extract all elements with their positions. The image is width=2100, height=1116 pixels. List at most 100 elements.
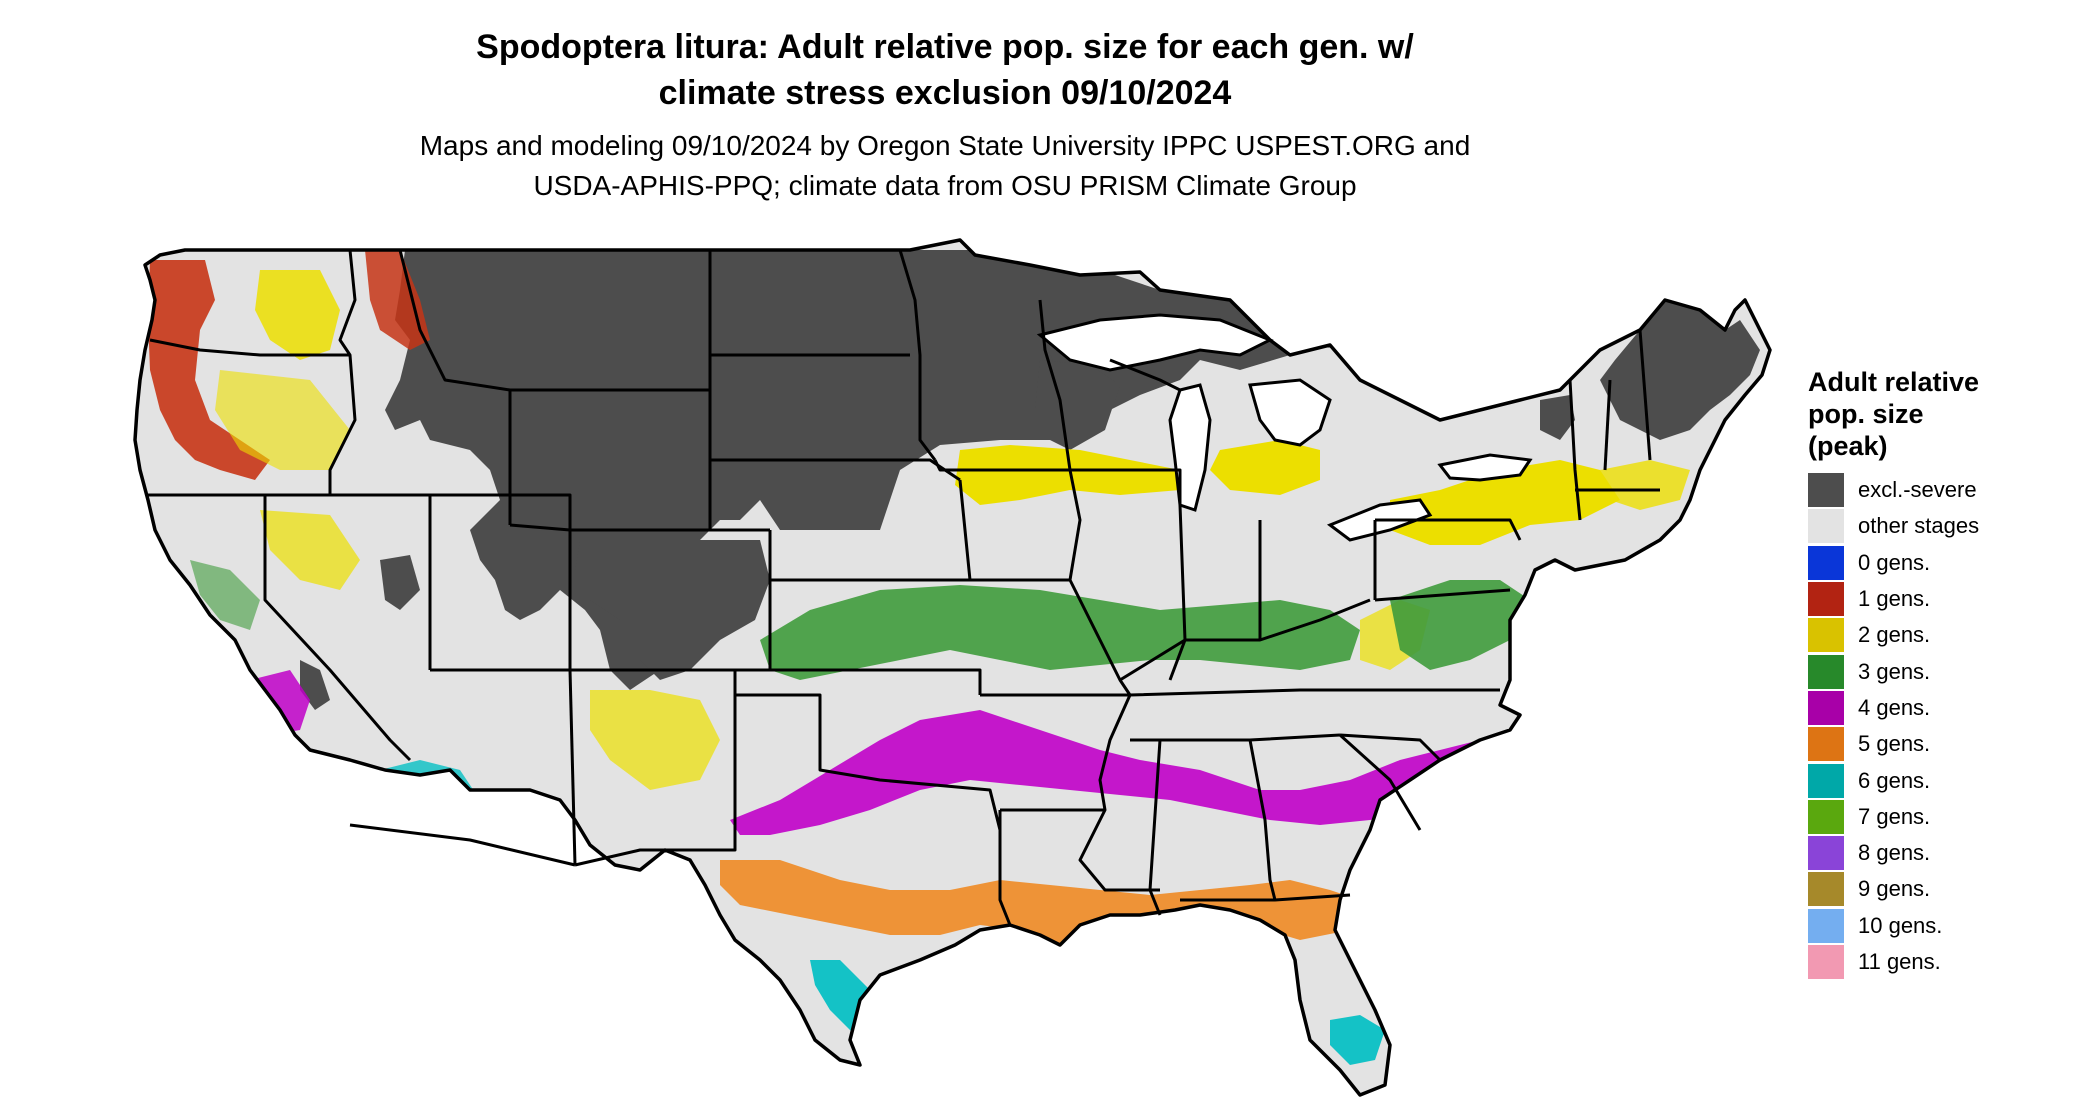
map-title: Spodoptera litura: Adult relative pop. s… [0, 24, 1890, 116]
border-mn-wi [1038, 299, 1072, 471]
legend-item: 0 gens. [1808, 545, 2068, 581]
legend-swatch [1808, 727, 1844, 762]
legend-item: 4 gens. [1808, 690, 2068, 726]
zone-5-gens-west-texas [470, 830, 530, 860]
border-ok-tx [735, 693, 1002, 831]
legend-label: 10 gens. [1858, 912, 1943, 938]
border-wa-or [149, 338, 350, 357]
map-subtitle-line-1: Maps and modeling 09/10/2024 by Oregon S… [419, 130, 1471, 161]
border-az-nm [568, 669, 577, 866]
border-ut-north [430, 493, 572, 530]
zone-excl-severe-northern-plains [385, 250, 1090, 690]
border-ny-new-england [1568, 379, 1582, 521]
legend-item: 9 gens. [1808, 871, 2068, 907]
border-ga-sc [1338, 733, 1422, 831]
legend-label: excl.-severe [1858, 477, 1977, 503]
zone-3-gens-central-band [760, 585, 1360, 680]
border-mo-il [1068, 469, 1132, 696]
legend-swatch [1808, 763, 1844, 798]
border-mn-ia [933, 459, 1070, 472]
legend-item: 10 gens. [1808, 908, 2068, 944]
legend-label: 4 gens. [1858, 694, 1931, 720]
legend-label: 8 gens. [1858, 840, 1931, 866]
zone-2-gens-four-corners [590, 690, 720, 790]
legend-swatch [1808, 690, 1844, 725]
legend-label: 1 gens. [1858, 586, 1931, 612]
legend-swatch [1808, 836, 1844, 871]
state-borders [148, 249, 1660, 926]
legend: Adult relative pop. size (peak) excl.-se… [1808, 366, 2068, 980]
legend-swatch [1808, 509, 1844, 544]
border-az-south [349, 823, 576, 867]
legend-swatch [1808, 799, 1844, 834]
zone-excl-severe-colorado [575, 540, 770, 680]
legend-swatch [1808, 945, 1844, 979]
legend-item: other stages [1808, 508, 2068, 544]
border-nc-sc [1339, 733, 1442, 762]
legend-item: excl.-severe [1808, 472, 2068, 508]
border-ms-al [1148, 739, 1162, 916]
zone-3-gens-mid-atlantic [1390, 580, 1530, 670]
border-ohio-river [1119, 598, 1371, 682]
legend-label: 2 gens. [1858, 622, 1931, 648]
map-title-line-1: Spodoptera litura: Adult relative pop. s… [476, 28, 1414, 66]
legend-item: 6 gens. [1808, 762, 2068, 798]
zone-2-gens-oregon-interior [215, 370, 350, 470]
map-subtitle: Maps and modeling 09/10/2024 by Oregon S… [0, 126, 1890, 206]
zone-3-gens-california-valley [190, 560, 260, 630]
legend-item: 2 gens. [1808, 617, 2068, 653]
border-id-west [328, 249, 357, 495]
legend-item: 11 gens. [1808, 944, 2068, 980]
legend-swatch [1808, 473, 1844, 508]
legend-title: Adult relative pop. size (peak) [1808, 366, 2068, 462]
lake-ontario [1437, 453, 1533, 482]
legend-label: 5 gens. [1858, 731, 1931, 757]
border-mississippi-river [1078, 694, 1160, 892]
border-ca-nv [263, 495, 412, 762]
zone-2-gens-nevada [260, 510, 360, 590]
legend-item: 8 gens. [1808, 835, 2068, 871]
border-tx-la [998, 810, 1012, 926]
zone-2-gens-michigan [1210, 440, 1320, 495]
legend-label: 0 gens. [1858, 549, 1931, 575]
legend-label: 3 gens. [1858, 658, 1931, 684]
border-pa-south [1374, 588, 1511, 602]
lake-huron [1248, 378, 1332, 447]
legend-title-line-2: pop. size [1808, 399, 1924, 429]
map-subtitle-line-2: USDA-APHIS-PPQ; climate data from OSU PR… [533, 170, 1357, 201]
border-dakotas-mn [898, 249, 937, 461]
zone-1-gen-northern-rockies [365, 250, 430, 350]
legend-title-line-3: (peak) [1808, 431, 1888, 461]
legend-items: excl.-severe other stages 0 gens. 1 gens… [1808, 472, 2068, 980]
zone-4-gens-southern-band [730, 710, 1500, 835]
legend-swatch [1808, 908, 1844, 943]
zone-2-gens-new-england-coast [1600, 460, 1690, 510]
zone-2-gens-new-york [1390, 460, 1620, 545]
border-ga-fl [1180, 893, 1351, 902]
legend-swatch [1808, 618, 1844, 653]
zone-2-gens-inland-northwest [255, 270, 340, 360]
border-vt-nh [1603, 379, 1612, 471]
legend-swatch [1808, 582, 1844, 617]
border-sd-ne [710, 458, 961, 482]
legend-label: 11 gens. [1858, 949, 1941, 974]
zone-excl-severe-adirondacks [1540, 395, 1575, 440]
border-pa-ny [1375, 518, 1522, 541]
zone-5-gens-gulf-coast [720, 860, 1360, 945]
border-nh-me [1638, 329, 1652, 461]
border-ia-mo [958, 479, 1070, 582]
border-ks-ok [735, 668, 982, 695]
lake-superior [1036, 313, 1274, 372]
border-wi-mi [1109, 358, 1181, 392]
legend-label: 9 gens. [1858, 876, 1931, 902]
legend-label: other stages [1858, 513, 1980, 539]
zone-6-gens-south-florida [1330, 1015, 1385, 1065]
legend-swatch [1808, 545, 1844, 580]
zone-2-gens-upper-midwest-band [955, 445, 1180, 505]
border-id-mt [398, 249, 511, 392]
border-al-ga [1248, 739, 1277, 901]
map-title-line-2: climate stress exclusion 09/10/2024 [658, 74, 1232, 112]
legend-item: 3 gens. [1808, 653, 2068, 689]
legend-title-line-1: Adult relative [1808, 367, 1980, 397]
